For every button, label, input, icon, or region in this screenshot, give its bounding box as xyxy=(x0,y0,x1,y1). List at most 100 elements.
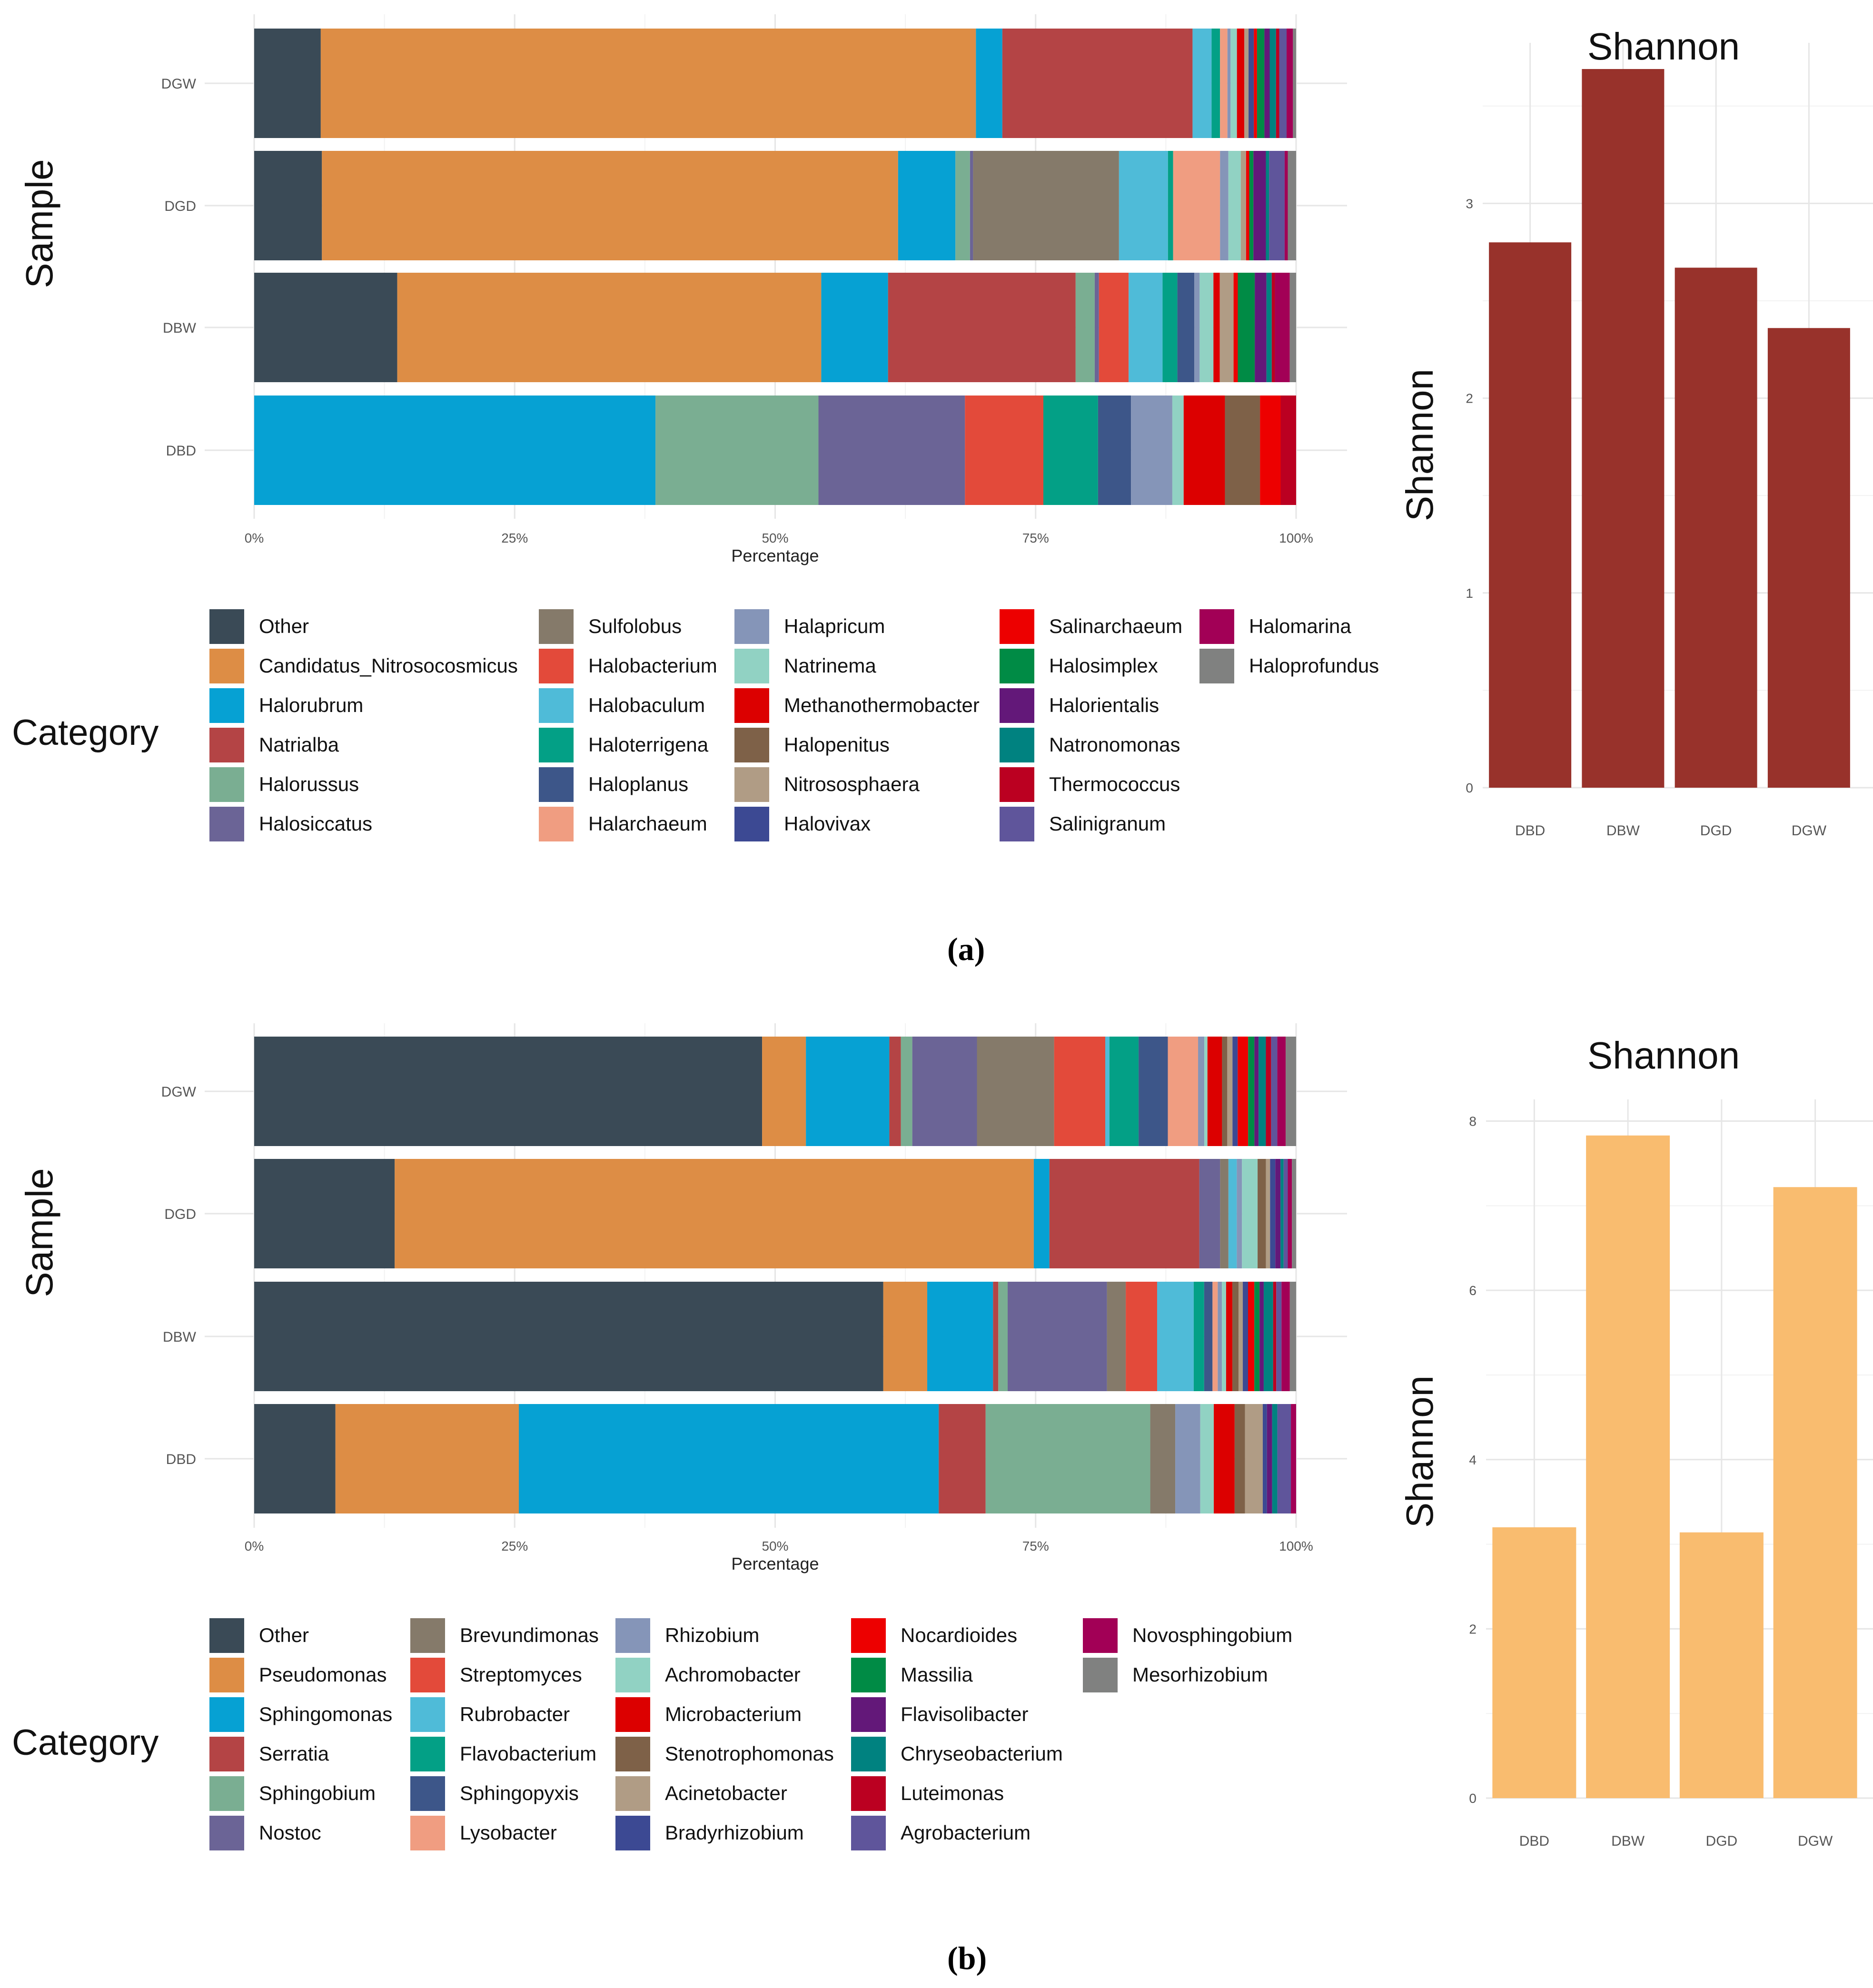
b-legend-swatch xyxy=(410,1658,445,1692)
b-x-tick-label: 75% xyxy=(1022,1539,1049,1553)
b-legend-swatch xyxy=(209,1618,244,1653)
a-bar-segment-dgd xyxy=(322,151,898,260)
b-bar-segment-dgw xyxy=(1198,1037,1205,1146)
b-bar-segment-dgd xyxy=(1237,1159,1242,1268)
a-legend-swatch xyxy=(539,807,574,841)
b-legend-label: Mesorhizobium xyxy=(1132,1663,1268,1686)
b-bar-segment-dgd xyxy=(395,1159,1034,1268)
b-legend-label: Pseudomonas xyxy=(259,1663,387,1686)
a-bar-segment-dbd xyxy=(655,396,819,505)
a-bar-segment-dgd xyxy=(1269,151,1285,260)
b-legend-label: Lysobacter xyxy=(460,1821,557,1844)
a-bar-segment-dgd xyxy=(1173,151,1220,260)
panel-a-stacked-bar-chart: DBD DBW DGD DGW 0% 25% 50% 75% 100% Percentage Sam… xyxy=(12,14,1379,841)
b-legend-swatch xyxy=(851,1697,886,1732)
a-legend-swatch xyxy=(1000,609,1034,644)
a-bar-segment-dgd xyxy=(898,151,956,260)
b-bar-segment-dbd xyxy=(1291,1404,1296,1513)
b-bar-segment-dgw xyxy=(1054,1037,1106,1146)
b-bar-segment-dgw xyxy=(1222,1037,1228,1146)
b-legend-swatch xyxy=(615,1658,650,1692)
a-bar-segment-dbd xyxy=(1225,396,1260,505)
a-bar-segment-dgd xyxy=(1220,151,1229,260)
b-legend-title: Category xyxy=(12,1722,159,1763)
a-bar-segment-dgw xyxy=(1002,29,1193,138)
b-legend-label: Sphingomonas xyxy=(259,1703,392,1725)
a-shannon-y-tick-label: 1 xyxy=(1466,586,1473,601)
a-legend-swatch xyxy=(209,649,244,683)
b-legend-label: Sphingobium xyxy=(259,1782,376,1804)
b-bar-segment-dbd xyxy=(1150,1404,1176,1513)
b-x-tick-label: 50% xyxy=(762,1539,788,1553)
a-legend-swatch xyxy=(209,688,244,723)
a-bar-segment-dgw xyxy=(1220,29,1228,138)
b-bar-segment-dgd xyxy=(1199,1159,1220,1268)
b-legend-label: Stenotrophomonas xyxy=(665,1742,834,1765)
b-legend-label: Massilia xyxy=(901,1663,973,1686)
b-x-tick-label: 25% xyxy=(501,1539,528,1553)
b-bar-segment-dbd xyxy=(254,1404,336,1513)
a-bar-segment-dgd xyxy=(973,151,1119,260)
a-x-axis-label: Percentage xyxy=(731,546,819,565)
a-legend-label: Nitrososphaera xyxy=(784,773,920,795)
b-bar-segment-dbw xyxy=(1289,1282,1296,1391)
a-legend-label: Other xyxy=(259,615,309,637)
b-bar-segment-dgd xyxy=(254,1159,395,1268)
b-legend-swatch xyxy=(615,1776,650,1811)
b-bar-segment-dbw xyxy=(1232,1282,1239,1391)
b-bar-segment-dbw xyxy=(1243,1282,1249,1391)
b-bar-segment-dbw xyxy=(1276,1282,1282,1391)
b-bar-segment-dgw xyxy=(762,1037,806,1146)
panel-b-shannon-bar-chart: DBD DBW DGD DGW 0 2 4 6 8 Shannon Shannon xyxy=(1398,1034,1873,1849)
a-shannon-x-tick-label: DBW xyxy=(1606,823,1640,839)
b-shannon-bar-dbw xyxy=(1586,1135,1670,1798)
b-shannon-x-tick-label: DBD xyxy=(1519,1833,1549,1849)
b-legend-swatch xyxy=(410,1697,445,1732)
b-legend-label: Nostoc xyxy=(259,1821,321,1844)
b-x-tick-label: 0% xyxy=(245,1539,264,1553)
a-bar-segment-dbw xyxy=(1289,273,1296,382)
a-shannon-y-tick-label: 3 xyxy=(1466,196,1473,211)
b-bar-segment-dbw xyxy=(1263,1282,1273,1391)
b-bar-segment-dbw xyxy=(883,1282,927,1391)
a-legend-swatch xyxy=(209,728,244,762)
b-shannon-y-tick-label: 8 xyxy=(1469,1114,1477,1129)
a-bar-segment-dbd xyxy=(1043,396,1098,505)
a-legend-swatch xyxy=(1199,609,1234,644)
a-legend-label: Halosiccatus xyxy=(259,812,372,835)
b-bar-segment-dgd xyxy=(1033,1159,1050,1268)
b-bar-segment-dbd xyxy=(1200,1404,1214,1513)
b-legend-label: Sphingopyxis xyxy=(460,1782,579,1804)
b-bar-segment-dgw xyxy=(1168,1037,1199,1146)
a-legend-label: Natrinema xyxy=(784,654,876,677)
b-bar-segment-dgd xyxy=(1220,1159,1229,1268)
b-legend-label: Acinetobacter xyxy=(665,1782,787,1804)
a-bar-segment-dgw xyxy=(976,29,1002,138)
a-legend-swatch xyxy=(734,649,769,683)
b-legend-label: Bradyrhizobium xyxy=(665,1821,804,1844)
a-bar-segment-dbd xyxy=(818,396,965,505)
b-bar-segment-dgw xyxy=(1254,1037,1259,1146)
a-bar-segment-dgw xyxy=(1264,29,1270,138)
b-legend-swatch xyxy=(410,1816,445,1850)
b-y-tick-label: DBD xyxy=(166,1452,196,1467)
b-bar-segment-dgw xyxy=(1277,1037,1286,1146)
a-bar-segment-dgw xyxy=(1269,29,1276,138)
b-bar-segment-dbw xyxy=(1107,1282,1126,1391)
a-legend-swatch xyxy=(1000,807,1034,841)
a-bar-segment-dgw xyxy=(1254,29,1257,138)
b-bar-segment-dgw xyxy=(1139,1037,1168,1146)
b-legend-swatch xyxy=(615,1816,650,1850)
b-bar-segment-dgd xyxy=(1242,1159,1258,1268)
a-bar-segment-dbd xyxy=(1183,396,1225,505)
a-legend-label: Methanothermobacter xyxy=(784,694,980,716)
b-bar-segment-dbd xyxy=(1262,1404,1267,1513)
a-bar-segment-dgw xyxy=(1257,29,1265,138)
a-bar-segment-dgw xyxy=(1244,29,1249,138)
a-y-tick-label: DGD xyxy=(164,198,196,214)
b-shannon-y-tick-label: 6 xyxy=(1469,1283,1477,1298)
b-y-tick-label: DGW xyxy=(161,1084,197,1100)
a-shannon-x-tick-label: DGW xyxy=(1792,823,1827,839)
b-bar-segment-dbw xyxy=(1218,1282,1222,1391)
a-bar-segment-dgw xyxy=(1293,29,1296,138)
